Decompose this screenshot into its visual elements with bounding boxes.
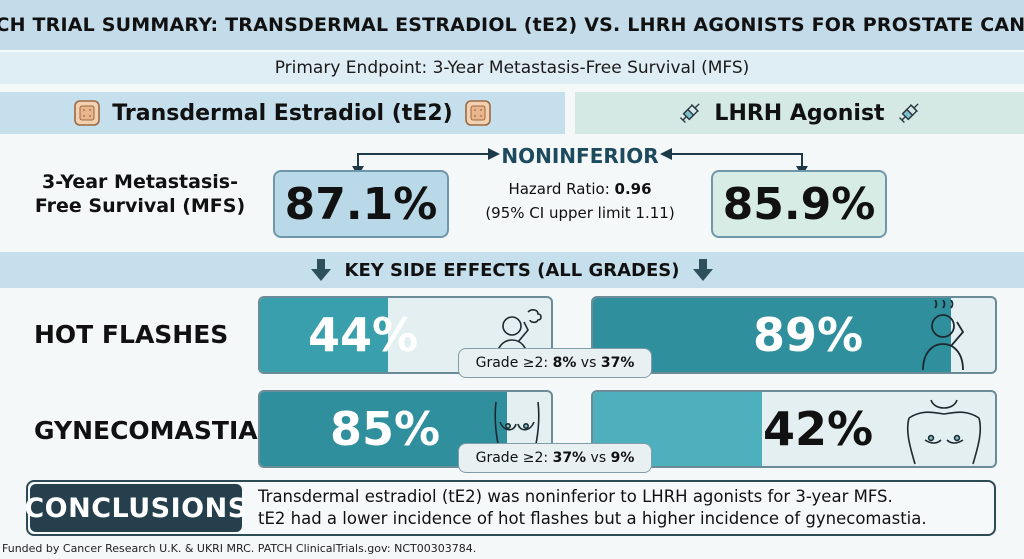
arm-header-lhrh: LHRH Agonist: [575, 92, 1024, 134]
gynecomastia-lhrh-bar: 42%: [591, 390, 997, 468]
hot-flashes-te2-value: 44%: [308, 308, 419, 362]
mfs-value-lhrh-box: 85.9%: [711, 170, 887, 238]
grade-vs: vs: [586, 450, 611, 466]
syringe-icon: [898, 103, 919, 124]
noninferior-label: NONINFERIOR: [501, 144, 659, 168]
grade-lhrh-value: 9%: [610, 450, 635, 466]
subtitle-bar: Primary Endpoint: 3-Year Metastasis-Free…: [0, 52, 1024, 84]
hot-flashes-lhrh-value: 89%: [753, 308, 864, 362]
conclusions-title: CONCLUSIONS: [24, 492, 248, 524]
grade-te2-value: 8%: [552, 355, 577, 371]
grade-vs: vs: [576, 355, 601, 371]
hazard-ratio-label: Hazard Ratio:: [508, 180, 615, 198]
syringe-icon: [680, 103, 701, 124]
side-effects-header: KEY SIDE EFFECTS (ALL GRADES): [0, 252, 1024, 288]
patch-icon: [464, 100, 491, 126]
mfs-value-lhrh: 85.9%: [722, 178, 876, 230]
gynecomastia-lhrh-value: 42%: [763, 402, 874, 456]
grade-comparison-hot-flashes: Grade ≥2: 8% vs 37%: [458, 348, 652, 378]
down-arrow-icon: [693, 259, 714, 281]
arm-label-lhrh: LHRH Agonist: [714, 100, 885, 126]
row-label-gynecomastia: GYNECOMASTIA: [34, 416, 258, 445]
hot-flashes-lhrh-fill: [593, 298, 951, 372]
grade-comparison-gynecomastia: Grade ≥2: 37% vs 9%: [458, 443, 652, 473]
grade-lhrh-value: 37%: [600, 355, 635, 371]
conclusion-line-2: tE2 had a lower incidence of hot flashes…: [258, 509, 927, 528]
page-title: PATCH TRIAL SUMMARY: TRANSDERMAL ESTRADI…: [0, 14, 1024, 36]
grade-te2-value: 37%: [552, 450, 587, 466]
conclusion-line-1: Transdermal estradiol (tE2) was noninfer…: [258, 487, 893, 506]
chest-icon: [906, 399, 982, 465]
conclusions-tag: CONCLUSIONS: [24, 484, 247, 532]
title-bar: PATCH TRIAL SUMMARY: TRANSDERMAL ESTRADI…: [0, 0, 1024, 50]
side-effects-title: KEY SIDE EFFECTS (ALL GRADES): [344, 259, 680, 281]
mfs-label: 3-Year Metastasis- Free Survival (MFS): [34, 171, 246, 217]
mfs-value-te2-box: 87.1%: [273, 170, 449, 238]
hot-flashes-lhrh-bar: 89%: [591, 296, 997, 374]
patch-icon: [74, 100, 101, 126]
row-label-hot-flashes: HOT FLASHES: [34, 320, 229, 349]
page-subtitle: Primary Endpoint: 3-Year Metastasis-Free…: [274, 58, 750, 78]
mfs-value-te2: 87.1%: [284, 178, 438, 230]
grade-prefix: Grade ≥2:: [475, 450, 553, 466]
conclusions-text: Transdermal estradiol (tE2) was noninfer…: [258, 486, 988, 530]
hot-flashes-te2-bar: 44%: [258, 296, 553, 374]
hazard-ratio-value: 0.96: [614, 180, 652, 198]
confidence-interval: (95% CI upper limit 1.11): [485, 204, 675, 222]
hot-flashes-te2-fill: [260, 298, 389, 372]
funding-footer: Funded by Cancer Research U.K. & UKRI MR…: [2, 542, 477, 555]
hazard-ratio: Hazard Ratio: 0.96: [445, 180, 715, 198]
arm-label-te2: Transdermal Estradiol (tE2): [112, 100, 453, 126]
grade-prefix: Grade ≥2:: [475, 355, 553, 371]
hot-flash-person-icon: [922, 300, 965, 371]
gynecomastia-te2-value: 85%: [330, 402, 441, 456]
down-arrow-icon: [310, 259, 331, 281]
arm-header-te2: Transdermal Estradiol (tE2): [0, 92, 565, 134]
